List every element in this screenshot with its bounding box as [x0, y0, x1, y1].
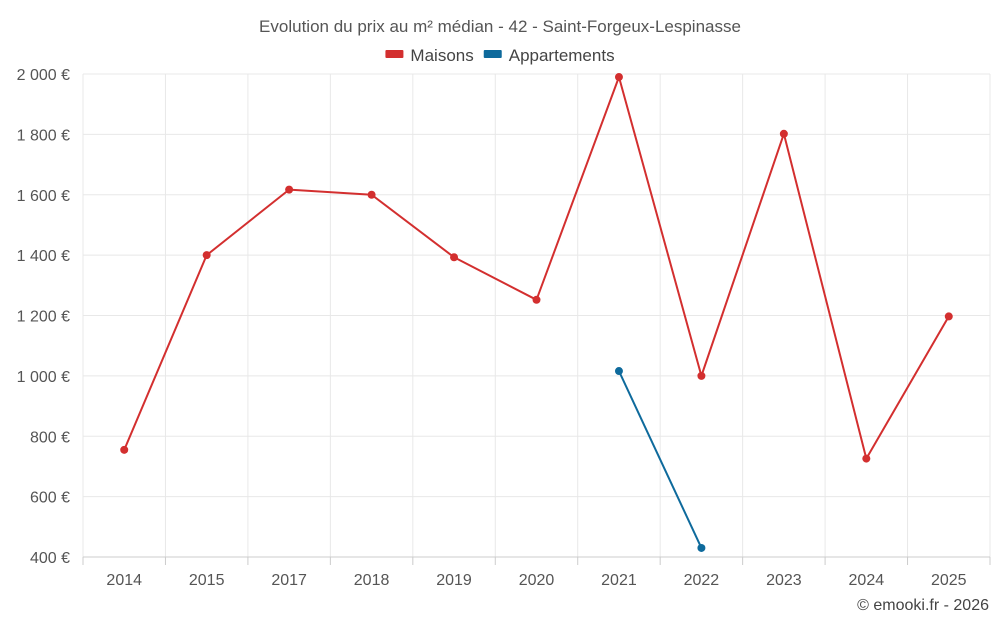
y-tick-label: 1 400 € — [17, 248, 70, 265]
legend-swatch — [483, 50, 502, 58]
x-tick-label: 2025 — [931, 572, 967, 589]
x-axis: 2014 2015 2017 2018 2019 2020 2021 2022 2023 2024… — [82, 556, 991, 589]
y-tick-label: 1 800 € — [17, 127, 70, 144]
legend-item-appartements[interactable]: Appartements — [483, 46, 615, 65]
x-tick-label: 2017 — [271, 572, 307, 589]
x-tick-label: 2014 — [106, 572, 142, 589]
legend-swatch — [385, 50, 404, 58]
x-tick-label: 2024 — [849, 572, 885, 589]
legend: Maisons Appartements — [385, 46, 615, 65]
chart-title: Evolution du prix au m² médian - 42 - Sa… — [259, 17, 741, 36]
y-axis: 400 € 600 € 800 € 1 000 € 1 200 € 1 400 € 1 60… — [17, 67, 70, 567]
data-point-maisons[interactable] — [779, 129, 788, 138]
x-tick-label: 2023 — [766, 572, 802, 589]
data-point-maisons[interactable] — [450, 253, 459, 262]
data-point-maisons[interactable] — [862, 454, 871, 463]
credit-text: © emooki.fr - 2026 — [857, 597, 989, 614]
legend-label: Appartements — [509, 46, 615, 65]
y-tick-label: 600 € — [30, 490, 70, 507]
data-point-maisons[interactable] — [202, 251, 211, 260]
x-tick-label: 2018 — [354, 572, 390, 589]
series — [120, 73, 953, 552]
data-point-maisons[interactable] — [285, 185, 294, 194]
data-point-maisons[interactable] — [367, 190, 376, 199]
data-point-maisons[interactable] — [120, 445, 129, 454]
y-tick-label: 1 000 € — [17, 369, 70, 386]
y-tick-label: 1 600 € — [17, 188, 70, 205]
x-tick-label: 2020 — [519, 572, 555, 589]
data-point-appartements[interactable] — [697, 543, 706, 552]
data-point-maisons[interactable] — [697, 371, 706, 380]
legend-item-maisons[interactable]: Maisons — [385, 46, 474, 65]
data-point-appartements[interactable] — [614, 367, 623, 376]
data-point-maisons[interactable] — [532, 295, 541, 304]
data-point-maisons[interactable] — [614, 73, 623, 82]
legend-label: Maisons — [410, 46, 473, 65]
grid — [82, 73, 991, 558]
series-line-appartements — [618, 370, 703, 549]
x-tick-label: 2019 — [436, 572, 472, 589]
y-tick-label: 1 200 € — [17, 309, 70, 326]
y-tick-label: 800 € — [30, 429, 70, 446]
y-tick-label: 2 000 € — [17, 67, 70, 84]
y-tick-label: 400 € — [30, 550, 70, 567]
x-tick-label: 2015 — [189, 572, 225, 589]
data-point-maisons[interactable] — [944, 312, 953, 321]
x-tick-label: 2021 — [601, 572, 637, 589]
x-tick-label: 2022 — [684, 572, 720, 589]
